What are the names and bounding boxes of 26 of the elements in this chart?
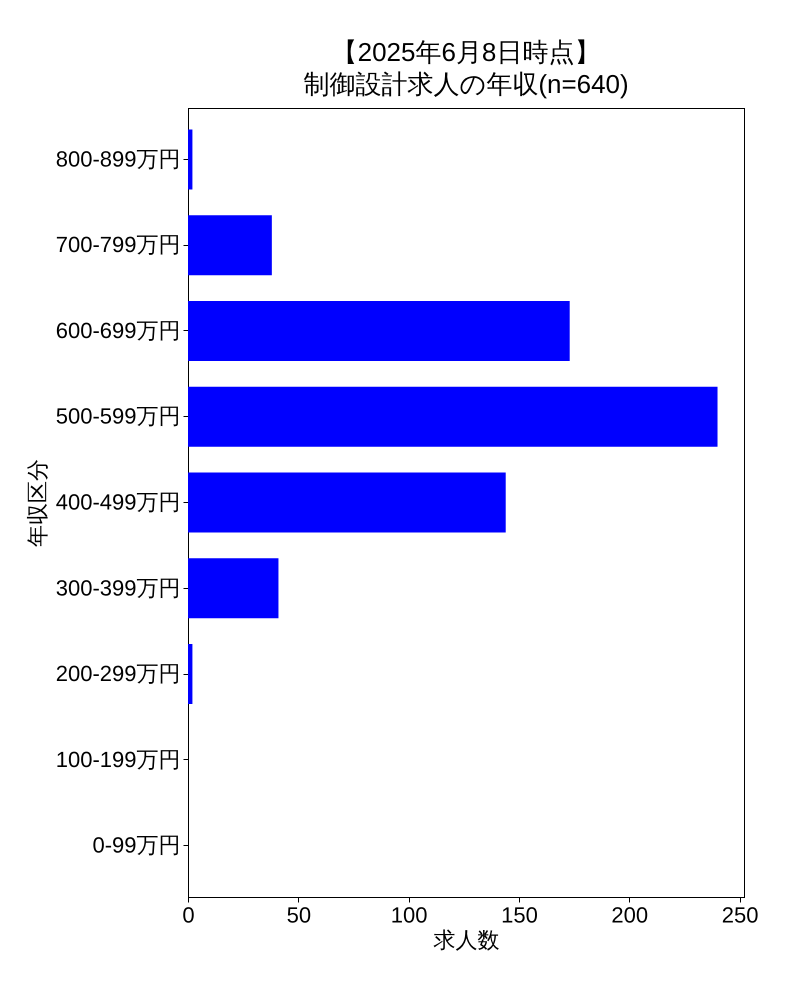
y-tick-label: 700-799万円 [56,232,180,258]
x-tick-label: 50 [286,902,312,928]
bar [188,129,192,190]
bar [188,386,718,447]
y-tick-label: 600-699万円 [56,318,180,343]
x-tick-label: 250 [722,902,758,928]
chart-title: 【2025年6月8日時点】 [332,37,600,67]
bar [188,300,570,361]
y-tick-label: 300-399万円 [56,575,180,600]
x-tick-label: 150 [501,902,538,928]
y-tick-label: 800-899万円 [56,146,180,172]
y-tick-label: 0-99万円 [92,832,180,858]
bar [188,215,272,276]
y-tick-label: 400-499万円 [56,490,180,514]
y-tick-label: 200-299万円 [56,661,180,686]
x-tick-label: 200 [611,902,648,928]
x-axis-title: 求人数 [434,928,500,952]
x-tick-label: 0 [182,902,195,928]
y-tick-label: 500-599万円 [56,404,180,429]
y-tick-label: 100-199万円 [56,746,180,772]
x-tick-label: 100 [390,902,428,928]
bar [188,558,278,618]
bar [188,472,506,533]
chart-subtitle: 制御設計求人の年収(n=640) [303,69,629,99]
bar [188,644,192,704]
y-axis-title: 年収区分 [24,459,50,547]
